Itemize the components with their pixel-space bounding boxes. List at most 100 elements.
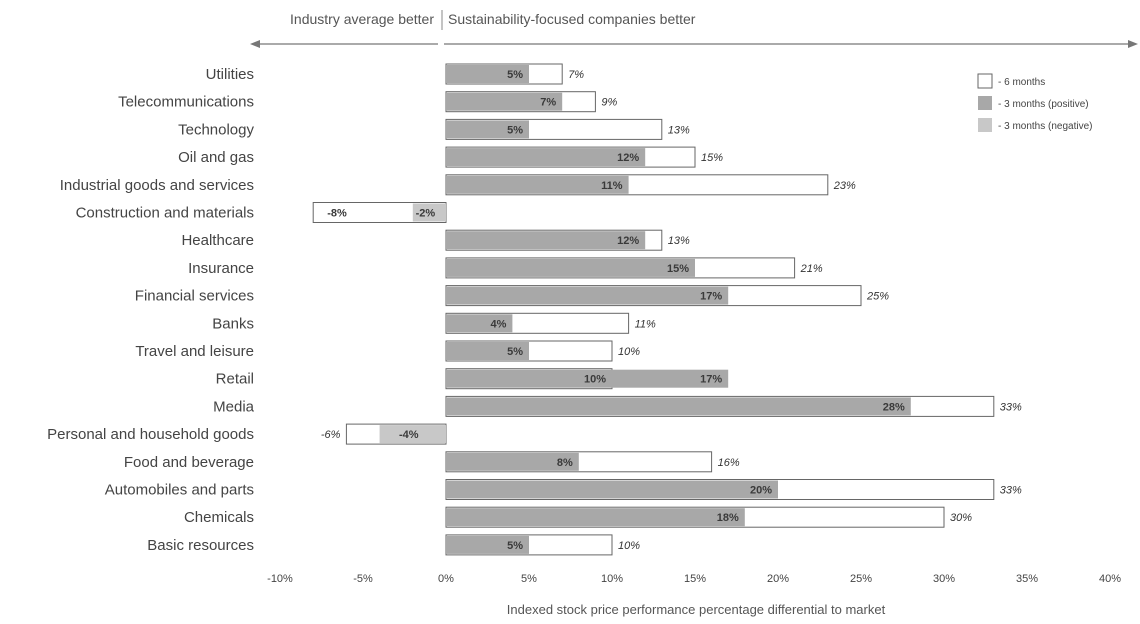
bar-3-months — [446, 231, 646, 250]
value-label-3-months: 15% — [667, 263, 689, 275]
value-label-3-months: -4% — [399, 429, 419, 441]
value-label-6-months: 16% — [718, 457, 740, 469]
category-labels: Utilities Telecommunications Technology Oil… — [47, 66, 254, 554]
x-tick-label: 35% — [1016, 573, 1038, 585]
category-label: Media — [213, 398, 255, 415]
value-label-6-months: 33% — [1000, 485, 1022, 497]
value-label-6-months: 7% — [568, 69, 584, 81]
value-label-6-months: 13% — [668, 235, 690, 247]
x-tick-label: 40% — [1099, 573, 1121, 585]
x-tick-label: 30% — [933, 573, 955, 585]
value-label-6-months: 30% — [950, 512, 972, 524]
value-label-6-months: -8% — [327, 208, 347, 220]
value-label-6-months: 10% — [584, 374, 606, 386]
legend-swatch — [977, 73, 993, 89]
value-label-6-months: 33% — [1000, 401, 1022, 413]
value-label-3-months: 7% — [540, 97, 556, 109]
bar-3-months — [446, 508, 745, 527]
value-label-3-months: 5% — [507, 69, 523, 81]
category-label: Personal and household goods — [47, 426, 254, 443]
legend-label: - 6 months — [998, 77, 1045, 88]
value-label-3-months: 8% — [557, 457, 573, 469]
right-arrow-head — [1128, 40, 1138, 48]
bar-3-months — [446, 314, 513, 333]
bar-3-months — [446, 452, 579, 471]
value-label-3-months: 4% — [490, 318, 506, 330]
category-label: Travel and leisure — [135, 343, 254, 360]
x-axis-ticks: -10% -5% 0% 5% 10% 15% 20% 25% 30% 35% 40% — [267, 573, 1121, 585]
bar-3-months — [446, 480, 778, 499]
category-label: Retail — [216, 371, 254, 388]
left-arrow-head — [250, 40, 260, 48]
bar-3-months — [446, 369, 729, 388]
value-label-6-months: 10% — [618, 540, 640, 552]
bar-3-months — [446, 92, 563, 111]
category-label: Financial services — [135, 288, 254, 305]
value-label-3-months: 12% — [617, 152, 639, 164]
x-tick-label: 5% — [521, 573, 537, 585]
legend: - 6 months - 3 months (positive) - 3 month… — [977, 73, 1093, 132]
bar-3-months — [446, 397, 911, 416]
category-label: Industrial goods and services — [60, 177, 254, 194]
value-label-3-months: 20% — [750, 485, 772, 497]
bar-3-months — [446, 175, 629, 194]
category-label: Construction and materials — [76, 205, 254, 222]
legend-swatch — [978, 96, 992, 110]
bar-3-months — [446, 258, 695, 277]
value-label-6-months: 13% — [668, 124, 690, 136]
header-right-label: Sustainability-focused companies better — [448, 11, 696, 27]
value-label-3-months: 28% — [883, 401, 905, 413]
category-label: Basic resources — [147, 537, 254, 554]
category-label: Insurance — [188, 260, 254, 277]
x-tick-label: 10% — [601, 573, 623, 585]
category-label: Utilities — [206, 66, 254, 83]
bars — [312, 63, 995, 556]
value-label-6-months: 25% — [866, 291, 889, 303]
bar-3-months — [446, 148, 646, 167]
header-left-label: Industry average better — [290, 11, 434, 27]
direction-arrows — [250, 10, 1138, 48]
value-label-6-months: 23% — [833, 180, 856, 192]
value-label-3-months: 17% — [700, 291, 722, 303]
value-label-3-months: 5% — [507, 346, 523, 358]
bar-3-months — [446, 342, 529, 360]
legend-swatch — [978, 118, 992, 132]
x-tick-label: 25% — [850, 573, 872, 585]
bar-3-months — [446, 120, 529, 139]
category-label: Telecommunications — [118, 94, 254, 111]
x-tick-label: 20% — [767, 573, 789, 585]
bar-3-months — [446, 286, 729, 305]
value-label-6-months: 9% — [601, 97, 617, 109]
value-label-6-months: 10% — [618, 346, 640, 358]
legend-label: - 3 months (negative) — [998, 121, 1093, 132]
x-tick-label: -5% — [353, 573, 373, 585]
value-label-6-months: 21% — [800, 263, 823, 275]
x-tick-label: 15% — [684, 573, 706, 585]
category-label: Oil and gas — [178, 149, 254, 166]
value-label-6-months: 15% — [701, 152, 723, 164]
bar-3-months — [412, 203, 446, 222]
category-label: Technology — [178, 121, 254, 138]
category-label: Banks — [212, 315, 254, 332]
category-label: Automobiles and parts — [105, 482, 254, 499]
x-axis-label: Indexed stock price performance percenta… — [507, 602, 886, 617]
legend-label: - 3 months (positive) — [998, 99, 1089, 110]
value-label-3-months: 5% — [507, 540, 523, 552]
value-label-6-months: -6% — [321, 429, 341, 441]
x-tick-label: 0% — [438, 573, 454, 585]
x-tick-label: -10% — [267, 573, 293, 585]
bar-3-months — [446, 535, 529, 554]
value-label-3-months: 17% — [700, 374, 722, 386]
value-label-3-months: 5% — [507, 124, 523, 136]
category-label: Chemicals — [184, 509, 254, 526]
bar-3-months — [446, 65, 529, 83]
value-labels: 5% 7% 7% 9% 5% 13% 12% 15% 11% 23% -2% -8% 12% 13% 15%… — [321, 69, 1022, 552]
bar-3-months — [379, 425, 446, 444]
value-label-3-months: 18% — [717, 512, 739, 524]
category-label: Healthcare — [181, 232, 254, 249]
value-label-3-months: -2% — [416, 208, 436, 220]
category-label: Food and beverage — [124, 454, 254, 471]
value-label-3-months: 11% — [601, 180, 623, 192]
